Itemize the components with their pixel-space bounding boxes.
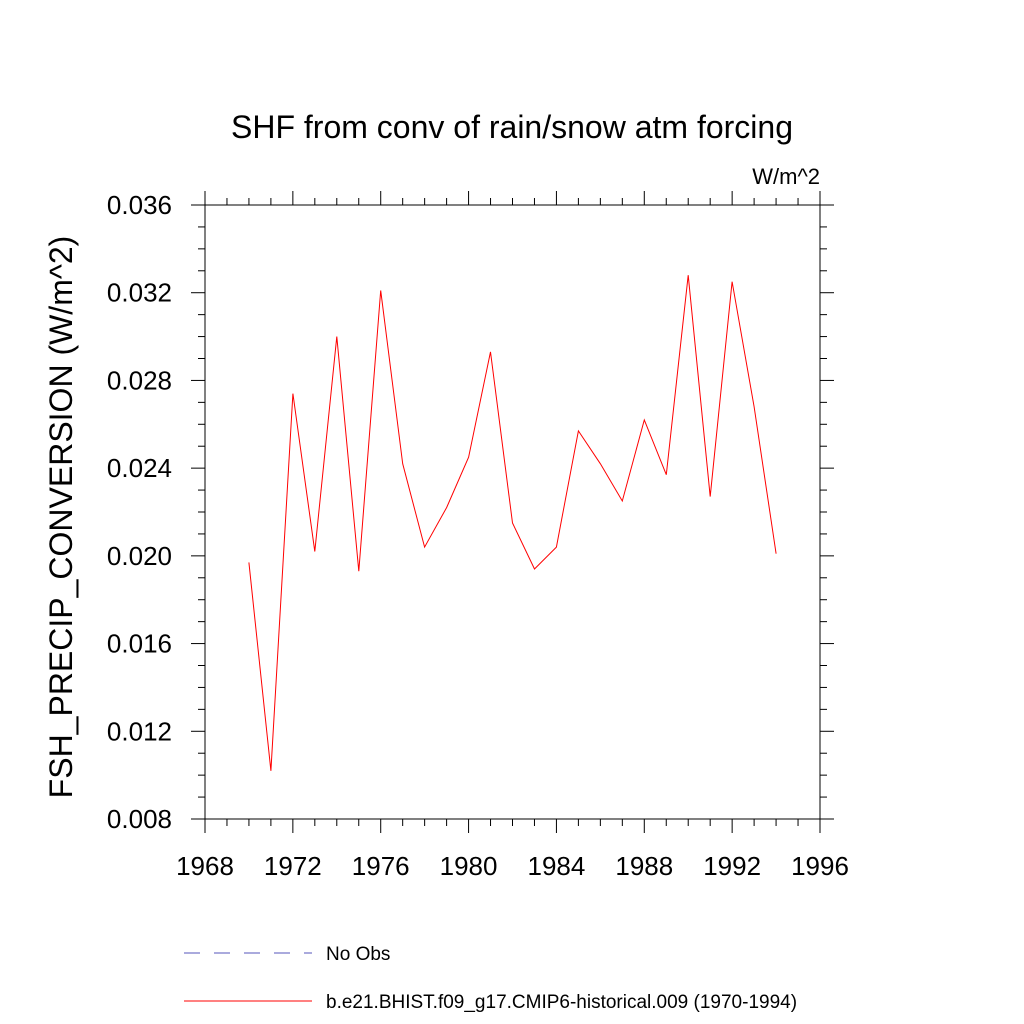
y-tick-label: 0.028 bbox=[107, 365, 172, 395]
legend-label: b.e21.BHIST.f09_g17.CMIP6-historical.009… bbox=[326, 992, 797, 1013]
chart-title: SHF from conv of rain/snow atm forcing bbox=[231, 109, 793, 145]
y-tick-label: 0.032 bbox=[107, 278, 172, 308]
legend: No Obs b.e21.BHIST.f09_g17.CMIP6-historic… bbox=[184, 944, 797, 1013]
legend-label: No Obs bbox=[326, 944, 390, 965]
x-tick-label: 1972 bbox=[264, 851, 322, 881]
y-axis-label: FSH_PRECIP_CONVERSION (W/m^2) bbox=[43, 236, 79, 799]
y-tick-label: 0.036 bbox=[107, 190, 172, 220]
legend-entry: No Obs bbox=[184, 944, 390, 965]
x-tick-label: 1968 bbox=[176, 851, 234, 881]
x-tick-label: 1988 bbox=[615, 851, 673, 881]
y-tick-label: 0.020 bbox=[107, 541, 172, 571]
units-label: W/m^2 bbox=[752, 164, 820, 189]
x-tick-label: 1992 bbox=[703, 851, 761, 881]
x-tick-label: 1996 bbox=[791, 851, 849, 881]
series-layer bbox=[248, 275, 777, 771]
x-tick-labels: 1968 1972 1976 1980 1984 1988 1992 1996 bbox=[176, 851, 849, 881]
y-tick-label: 0.008 bbox=[107, 804, 172, 834]
y-tick-label: 0.024 bbox=[107, 453, 172, 483]
series-line bbox=[248, 275, 777, 771]
y-tick-label: 0.016 bbox=[107, 629, 172, 659]
y-tick-labels: 0.008 0.012 0.016 0.020 0.024 0.028 0.032 0.036 bbox=[107, 190, 172, 834]
axis-ticks bbox=[191, 191, 834, 833]
x-tick-label: 1976 bbox=[352, 851, 410, 881]
plot-frame bbox=[204, 204, 821, 820]
y-tick-label: 0.012 bbox=[107, 716, 172, 746]
x-tick-label: 1980 bbox=[440, 851, 498, 881]
legend-entry: b.e21.BHIST.f09_g17.CMIP6-historical.009… bbox=[184, 992, 797, 1013]
x-tick-label: 1984 bbox=[528, 851, 586, 881]
